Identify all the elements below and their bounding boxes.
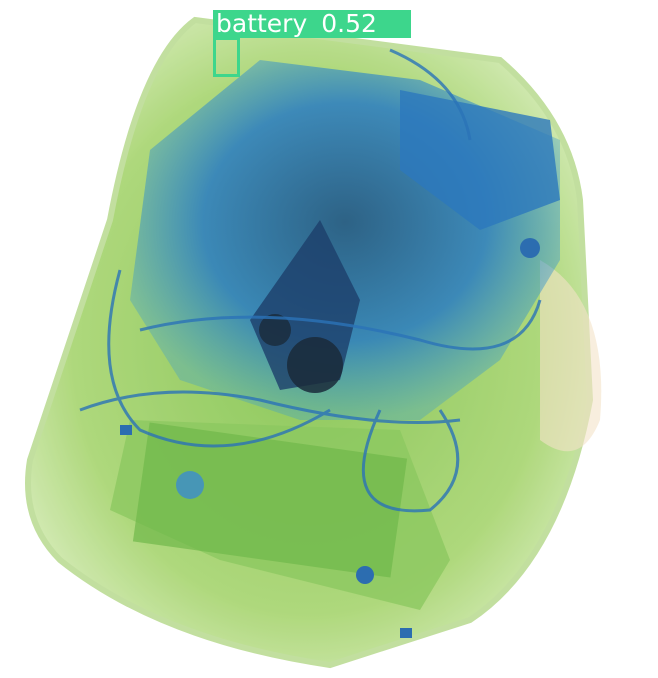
confidence-score: 0.52 bbox=[321, 9, 377, 38]
class-name: battery bbox=[216, 9, 307, 38]
detection-label: battery 0.52 bbox=[216, 9, 377, 38]
label-background bbox=[213, 10, 411, 38]
detection: battery 0.52 bbox=[213, 9, 411, 77]
bounding-box bbox=[213, 37, 240, 77]
xray-image bbox=[25, 16, 602, 669]
